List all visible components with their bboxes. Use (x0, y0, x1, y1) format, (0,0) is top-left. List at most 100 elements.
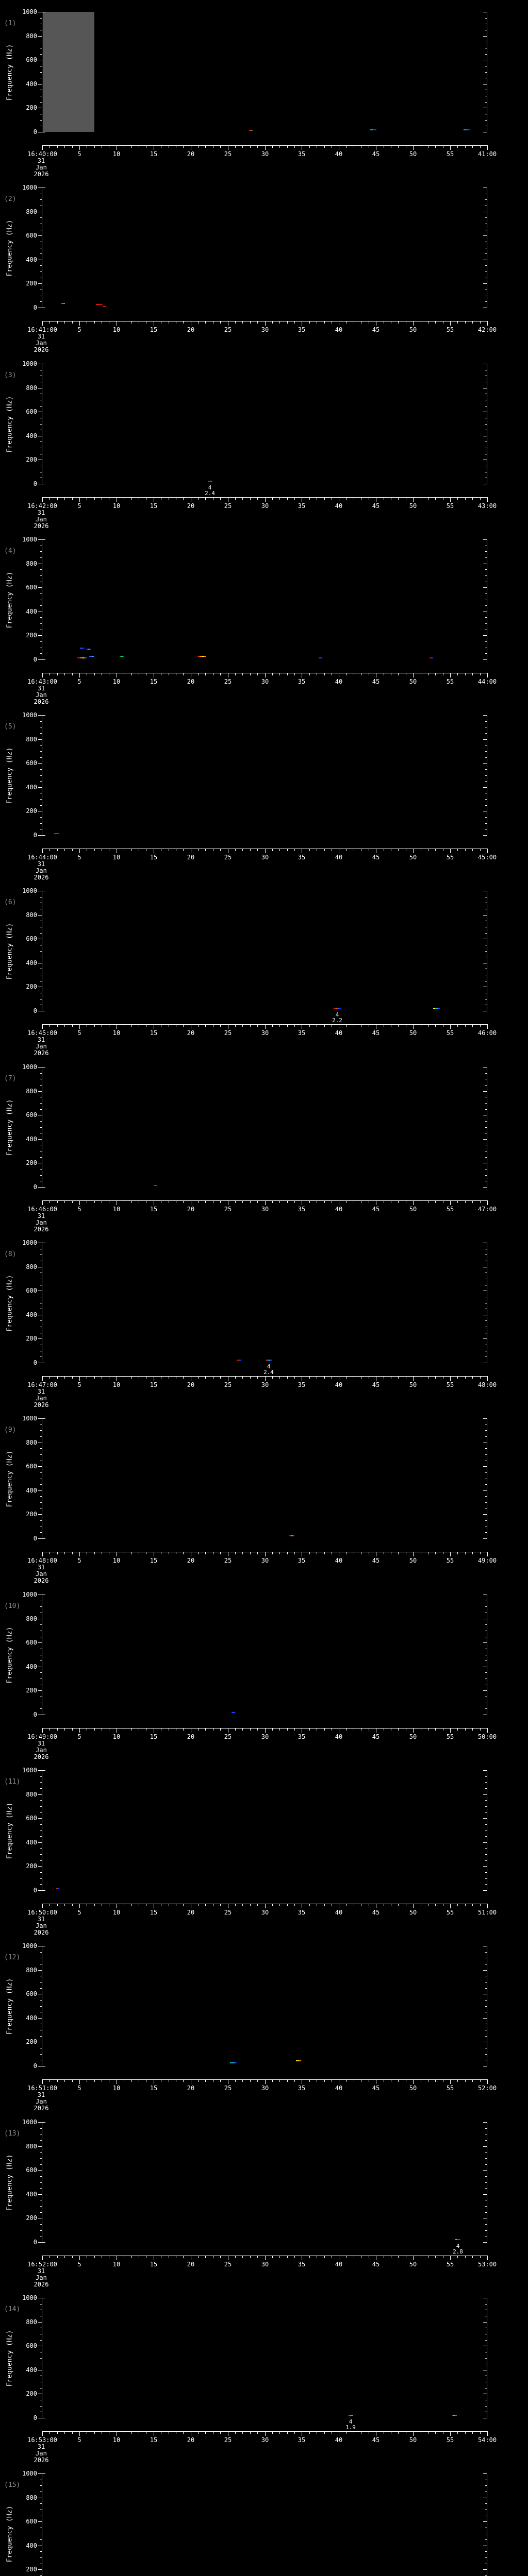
x-tick-label: 50 (409, 150, 417, 158)
y-major-tick (38, 36, 42, 37)
x-major-tick (42, 2432, 43, 2436)
x-tick-label: 25 (224, 1733, 232, 1740)
x-minor-tick (324, 2080, 325, 2082)
detection-annotation: 2.2 (332, 1017, 342, 1024)
x-major-tick (79, 1025, 80, 1029)
x-minor-tick (64, 1025, 65, 1027)
detection-color-segment (452, 2415, 454, 2416)
x-minor-tick (324, 2432, 325, 2434)
y-minor-tick (40, 1884, 42, 1885)
x-tick-label: 10 (112, 1029, 121, 1037)
x-minor-tick (250, 1377, 251, 1379)
y-major-tick (38, 2194, 42, 2195)
x-minor-tick (250, 1728, 251, 1731)
x-minor-tick (457, 1377, 458, 1379)
spectrogram-panel: 0 200 400 600 800 1000 16:53:00 5 10 15 20 25 30 35 40… (0, 2286, 528, 2464)
x-minor-tick (257, 2256, 258, 2258)
x-minor-tick (480, 1728, 481, 1731)
y-minor-tick (40, 951, 42, 952)
x-tick-label: 15 (150, 502, 158, 510)
detection-streak (289, 1535, 294, 1536)
y-major-tick (483, 1139, 487, 1140)
x-major-tick (487, 1377, 488, 1381)
x-major-tick (413, 1552, 414, 1556)
x-minor-tick (257, 1025, 258, 1027)
x-minor-tick (198, 2432, 199, 2434)
date-label: Jan (36, 1395, 47, 1402)
x-tick-label: 15 (150, 678, 158, 685)
y-tick-label: 0 (33, 1711, 37, 1718)
detection-color-segment (89, 656, 92, 657)
x-minor-tick (205, 321, 206, 324)
x-major-tick (450, 146, 451, 150)
x-minor-tick (324, 2256, 325, 2258)
x-minor-tick (309, 2432, 310, 2434)
x-tick-label: 10 (112, 2084, 121, 2092)
y-tick-label: 800 (26, 2318, 37, 2326)
x-minor-tick (235, 498, 236, 500)
detection-color-segment (455, 2239, 457, 2240)
x-tick-label: 25 (224, 854, 232, 861)
x-tick-label: 45 (372, 1206, 380, 1213)
x-tick-label: 45 (372, 2436, 380, 2444)
x-minor-tick (480, 321, 481, 324)
x-tick-label: 10 (112, 1733, 121, 1740)
axis-end-cap (42, 835, 45, 836)
x-major-tick (265, 673, 266, 677)
x-major-tick (79, 2432, 80, 2436)
start-time-label: 16:48:00 (27, 1557, 57, 1564)
x-minor-tick (257, 1201, 258, 1203)
x-tick-label: 20 (187, 1557, 195, 1564)
y-minor-tick (485, 1448, 487, 1449)
x-major-tick (265, 1728, 266, 1733)
detection-streak (61, 303, 65, 304)
y-minor-tick (40, 605, 42, 606)
y-minor-tick (40, 199, 42, 200)
x-major-tick (42, 1025, 43, 1029)
detection-color-segment (268, 1360, 270, 1361)
y-major-tick (483, 1490, 487, 1491)
y-minor-tick (40, 1624, 42, 1625)
y-minor-tick (485, 1660, 487, 1661)
x-minor-tick (205, 146, 206, 148)
x-minor-tick (472, 849, 473, 851)
y-minor-tick (40, 2551, 42, 2552)
end-time-label: 52:00 (477, 2084, 497, 2092)
y-major-tick (38, 2242, 42, 2243)
x-minor-tick (398, 498, 399, 500)
detection-color-segment (266, 1360, 268, 1361)
x-axis (42, 1376, 488, 1377)
x-minor-tick (480, 2432, 481, 2434)
y-major-tick (38, 1338, 42, 1339)
y-minor-tick (485, 1860, 487, 1861)
x-minor-tick (131, 1728, 132, 1731)
x-minor-tick (198, 498, 199, 500)
x-minor-tick (72, 2256, 73, 2258)
x-major-tick (79, 1728, 80, 1733)
x-minor-tick (235, 2432, 236, 2434)
y-minor-tick (485, 18, 487, 19)
spectrogram-panel: 0 200 400 600 800 1000 16:43:00 5 10 15 20 25 30 35 40… (0, 528, 528, 705)
y-tick-label: 400 (26, 784, 37, 791)
x-minor-tick (294, 1377, 295, 1379)
y-minor-tick (40, 2054, 42, 2055)
y-tick-label: 1000 (22, 360, 37, 367)
detection-color-segment (89, 649, 91, 650)
x-tick-label: 50 (409, 326, 417, 333)
y-minor-tick (40, 1836, 42, 1837)
x-major-tick (450, 1552, 451, 1556)
x-minor-tick (242, 673, 243, 675)
y-major-tick (38, 1794, 42, 1795)
y-tick-label: 600 (26, 232, 37, 239)
x-minor-tick (294, 1904, 295, 1906)
x-minor-tick (457, 2256, 458, 2258)
x-minor-tick (250, 1025, 251, 1027)
x-minor-tick (472, 1201, 473, 1203)
spectrogram-panel: 0 200 400 600 800 1000 16:40:00 5 10 15 20 25 30 35 40… (0, 0, 528, 178)
x-minor-tick (198, 1025, 199, 1027)
y-minor-tick (485, 199, 487, 200)
x-major-tick (450, 1377, 451, 1381)
x-major-tick (450, 1728, 451, 1733)
detection-streak (86, 649, 91, 650)
detection-streak (96, 304, 103, 305)
